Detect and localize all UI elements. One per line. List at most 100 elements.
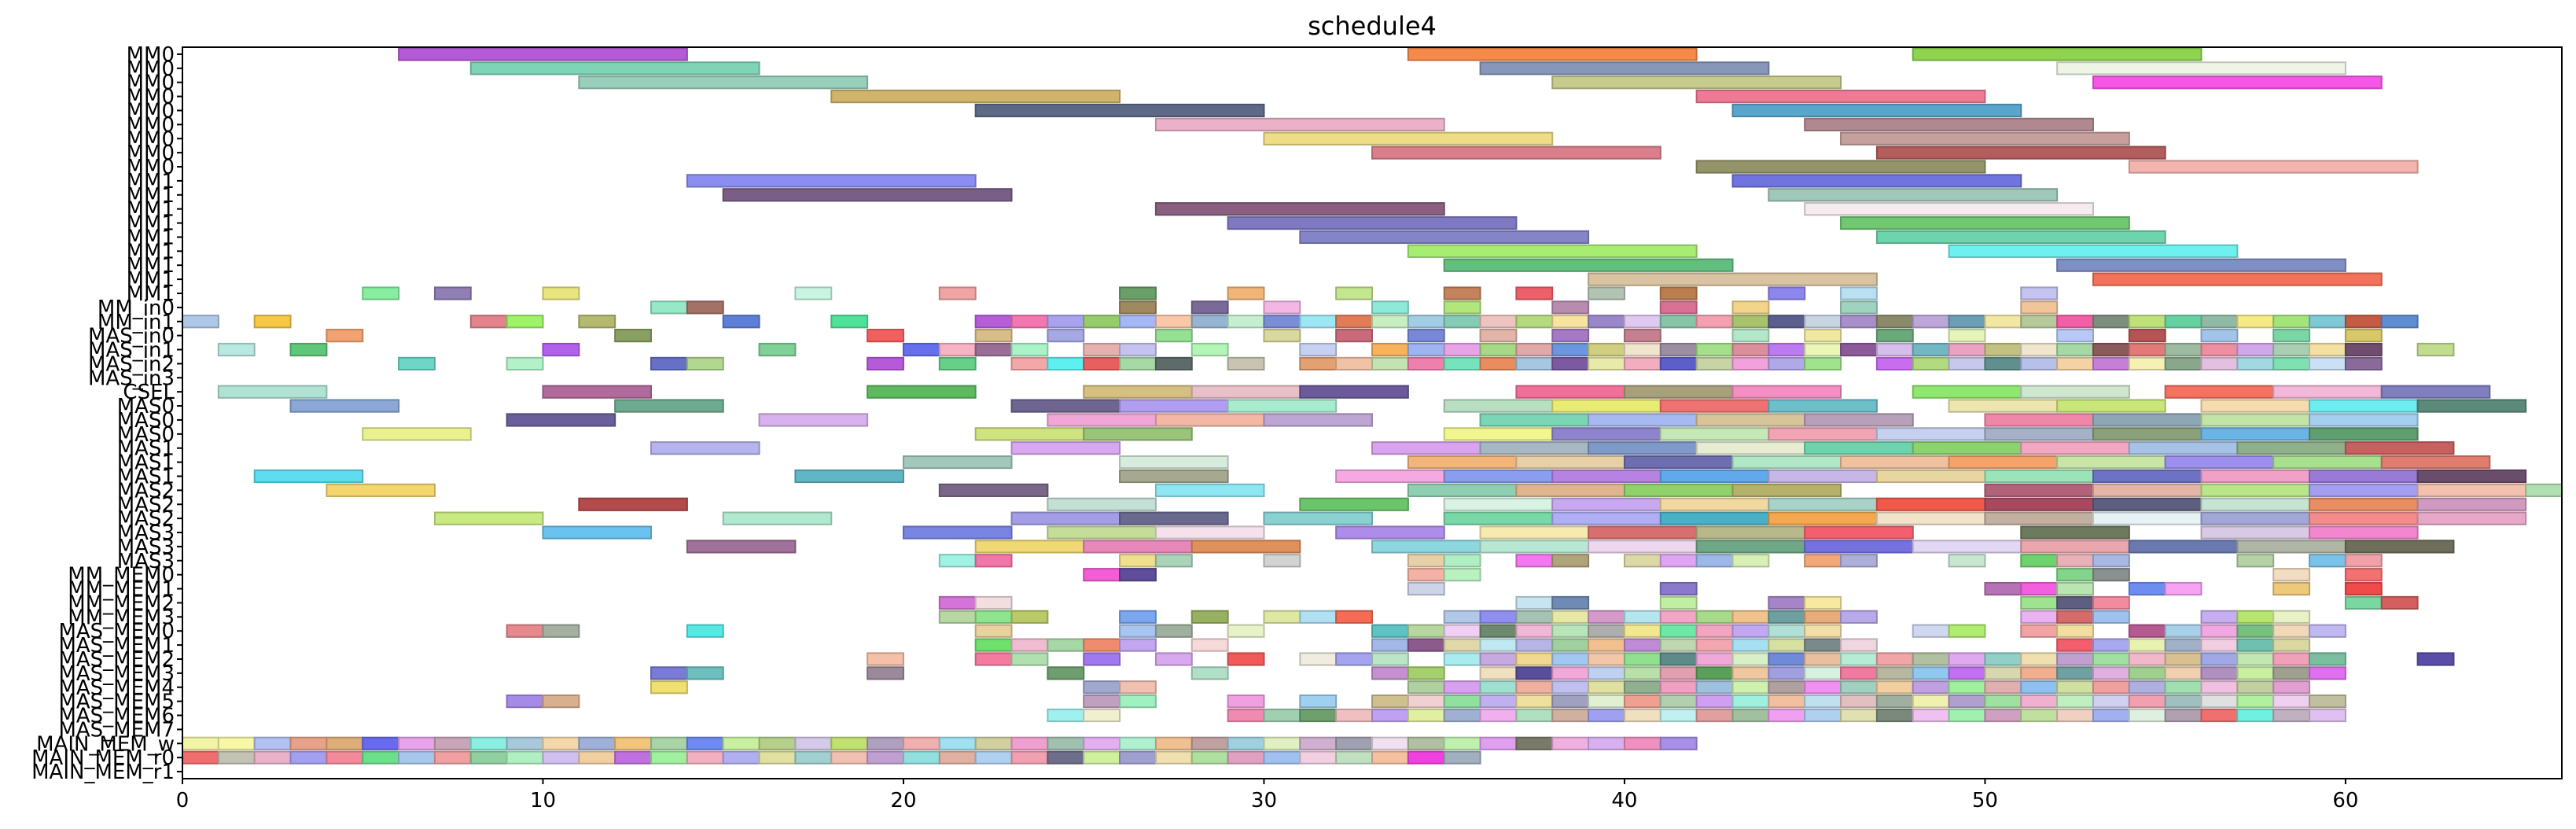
task-bar	[1588, 441, 1698, 455]
task-bar	[1515, 695, 1554, 709]
task-bar	[1083, 356, 1121, 371]
task-bar	[2056, 258, 2346, 272]
task-bar	[1948, 342, 1986, 357]
task-bar	[1731, 483, 1842, 497]
y-tick-label: MM1	[127, 170, 175, 193]
task-bar	[1804, 413, 1914, 427]
task-bar	[2309, 666, 2346, 680]
task-bar	[2200, 708, 2239, 723]
task-bar	[1588, 624, 1625, 638]
task-bar	[2344, 568, 2383, 582]
task-bar	[1119, 399, 1229, 413]
task-bar	[2164, 455, 2275, 470]
y-tick-label: MM1	[127, 240, 175, 263]
task-bar	[2164, 581, 2202, 596]
task-bar	[1695, 540, 1806, 554]
task-bar	[1875, 329, 1914, 343]
task-bar	[2020, 652, 2059, 666]
task-bar	[614, 329, 653, 343]
task-bar	[2200, 525, 2311, 540]
task-bar	[2056, 624, 2094, 638]
task-bar	[1551, 76, 1842, 90]
task-bar	[1299, 708, 1338, 723]
task-bar	[1407, 624, 1445, 638]
task-bar	[1768, 610, 1806, 624]
task-bar	[1623, 695, 1662, 709]
task-bar	[469, 315, 508, 329]
task-bar	[2128, 680, 2166, 695]
task-bar	[1407, 581, 1445, 596]
task-bar	[1407, 329, 1445, 343]
task-bar	[1840, 652, 1878, 666]
task-bar	[326, 329, 364, 343]
task-bar	[289, 736, 328, 750]
chart-title: schedule4	[1308, 11, 1437, 41]
task-bar	[1948, 554, 1986, 568]
task-bar	[650, 356, 688, 371]
task-bar	[506, 750, 544, 765]
y-tick-label: MM_MEM2	[68, 591, 175, 615]
y-tick-label: MAS2	[117, 507, 175, 531]
task-bar	[398, 736, 436, 750]
task-bar	[1010, 736, 1049, 750]
task-bar	[1731, 638, 1770, 652]
task-bar	[1371, 146, 1662, 160]
task-bar	[2020, 666, 2059, 680]
task-bar	[2200, 624, 2239, 638]
task-bar	[2128, 160, 2419, 174]
task-bar	[2309, 469, 2419, 484]
task-bar	[2272, 652, 2311, 666]
task-bar	[867, 736, 904, 750]
task-bar	[1804, 117, 2094, 131]
task-bar	[2309, 399, 2419, 413]
task-bar	[1984, 315, 2022, 329]
task-bar	[1407, 483, 1518, 497]
task-bar	[1479, 736, 1518, 750]
task-bar	[1515, 483, 1625, 497]
x-tick-label: 40	[1611, 789, 1637, 812]
task-bar	[1659, 624, 1698, 638]
task-bar	[974, 652, 1013, 666]
task-bar	[1804, 441, 1914, 455]
task-bar	[1515, 286, 1554, 300]
task-bar	[1659, 638, 1698, 652]
task-bar	[1623, 315, 1662, 329]
task-bar	[2128, 624, 2166, 638]
task-bar	[1875, 652, 1914, 666]
task-bar	[974, 610, 1013, 624]
task-bar	[1551, 624, 1590, 638]
task-bar	[938, 342, 977, 357]
task-bar	[2020, 708, 2059, 723]
task-bar	[1263, 511, 1374, 525]
task-bar	[1190, 342, 1229, 357]
task-bar	[1948, 244, 2239, 258]
task-bar	[469, 61, 760, 76]
task-bar	[1190, 736, 1229, 750]
task-bar	[1659, 399, 1770, 413]
y-tick-label: MAS1	[117, 465, 175, 488]
task-bar	[2272, 624, 2311, 638]
task-bar	[1731, 300, 1770, 315]
task-bar	[326, 750, 364, 765]
task-bar	[1335, 315, 1373, 329]
task-bar	[1479, 624, 1518, 638]
task-bar	[1443, 286, 1481, 300]
task-bar	[1083, 680, 1121, 695]
task-bar	[1695, 315, 1734, 329]
task-bar	[182, 315, 219, 329]
task-bar	[253, 315, 292, 329]
task-bar	[1154, 736, 1193, 750]
task-bar	[1263, 315, 1301, 329]
task-bar	[974, 427, 1085, 441]
task-bar	[1804, 624, 1842, 638]
y-tick-label: MM0	[127, 156, 175, 179]
task-bar	[1083, 638, 1121, 652]
task-bar	[2200, 638, 2239, 652]
task-bar	[686, 540, 797, 554]
task-bar	[1263, 554, 1301, 568]
task-bar	[1659, 427, 1770, 441]
task-bar	[1768, 652, 1806, 666]
task-bar	[1948, 329, 1986, 343]
task-bar	[2309, 695, 2346, 709]
